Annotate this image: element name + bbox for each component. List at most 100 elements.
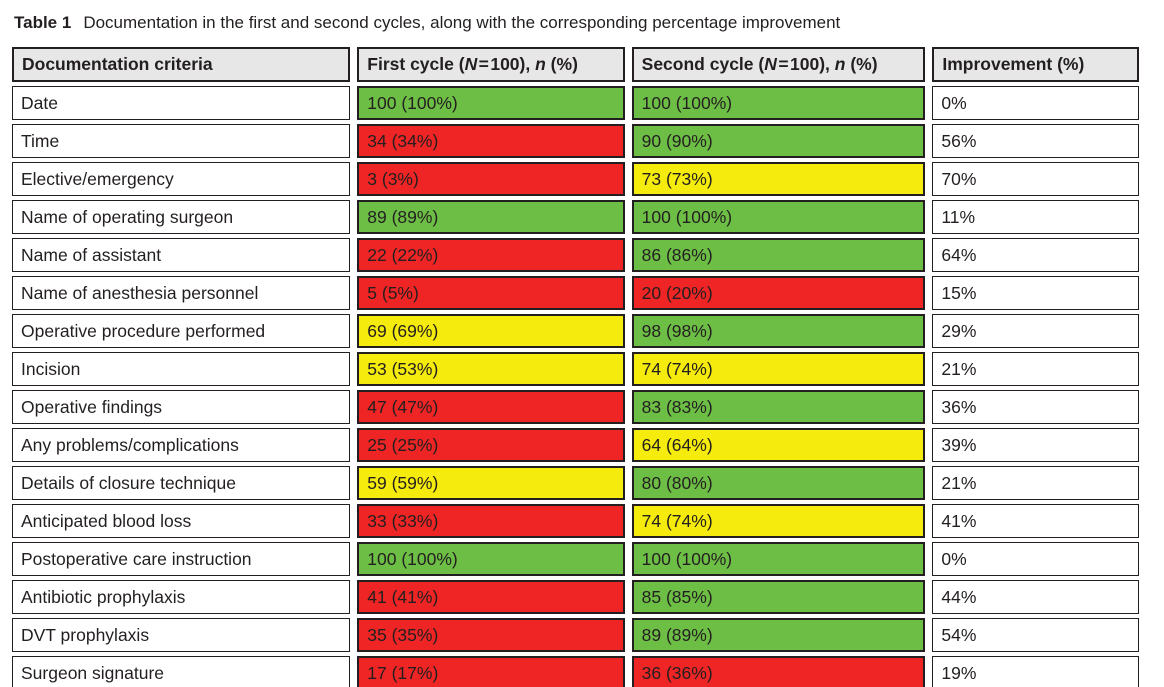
second-cycle-cell: 90 (90%) — [631, 124, 926, 159]
criteria-cell: Name of assistant — [12, 238, 351, 273]
table-row: Name of operating surgeon 89 (89%) 100 (… — [12, 200, 1139, 235]
table-row: Elective/emergency 3 (3%) 73 (73%) 70% — [12, 162, 1139, 197]
table-row: Surgeon signature 17 (17%) 36 (36%) 19% — [12, 656, 1139, 687]
table-row: Antibiotic prophylaxis 41 (41%) 85 (85%)… — [12, 580, 1139, 615]
table-row: DVT prophylaxis 35 (35%) 89 (89%) 54% — [12, 618, 1139, 653]
criteria-cell: Date — [12, 86, 351, 121]
second-cycle-cell: 85 (85%) — [631, 580, 926, 615]
table-row: Postoperative care instruction 100 (100%… — [12, 542, 1139, 577]
second-cycle-cell: 100 (100%) — [631, 542, 926, 577]
column-header-improvement: Improvement (%) — [932, 47, 1139, 83]
second-cycle-cell: 74 (74%) — [631, 352, 926, 387]
column-header-second-cycle: Second cycle (N = 100), n (%) — [631, 47, 926, 83]
header-italic-n: n — [834, 54, 846, 75]
improvement-cell: 54% — [932, 618, 1139, 653]
header-text-part: (%) — [845, 54, 878, 75]
improvement-cell: 41% — [932, 504, 1139, 539]
improvement-cell: 0% — [932, 86, 1139, 121]
first-cycle-cell: 100 (100%) — [357, 542, 625, 577]
table-row: Incision 53 (53%) 74 (74%) 21% — [12, 352, 1139, 387]
header-text-part: = 100), — [477, 54, 536, 75]
table-row: Anticipated blood loss 33 (33%) 74 (74%)… — [12, 504, 1139, 539]
table-row: Any problems/complications 25 (25%) 64 (… — [12, 428, 1139, 463]
table-row: Name of assistant 22 (22%) 86 (86%) 64% — [12, 238, 1139, 273]
documentation-table: Documentation criteria First cycle (N = … — [5, 43, 1146, 687]
criteria-cell: Time — [12, 124, 351, 159]
criteria-cell: Postoperative care instruction — [12, 542, 351, 577]
second-cycle-cell: 20 (20%) — [631, 276, 926, 311]
second-cycle-cell: 83 (83%) — [631, 390, 926, 425]
first-cycle-cell: 22 (22%) — [357, 238, 625, 273]
second-cycle-cell: 100 (100%) — [631, 200, 926, 235]
first-cycle-cell: 25 (25%) — [357, 428, 625, 463]
improvement-cell: 56% — [932, 124, 1139, 159]
table-body: Date 100 (100%) 100 (100%) 0% Time 34 (3… — [12, 86, 1139, 687]
criteria-cell: DVT prophylaxis — [12, 618, 351, 653]
header-text-part: (%) — [545, 54, 578, 75]
table-row: Operative findings 47 (47%) 83 (83%) 36% — [12, 390, 1139, 425]
second-cycle-cell: 36 (36%) — [631, 656, 926, 687]
criteria-cell: Operative findings — [12, 390, 351, 425]
first-cycle-cell: 59 (59%) — [357, 466, 625, 501]
table-row: Name of anesthesia personnel 5 (5%) 20 (… — [12, 276, 1139, 311]
improvement-cell: 36% — [932, 390, 1139, 425]
first-cycle-cell: 53 (53%) — [357, 352, 625, 387]
improvement-cell: 29% — [932, 314, 1139, 349]
first-cycle-cell: 17 (17%) — [357, 656, 625, 687]
column-header-criteria: Documentation criteria — [12, 47, 351, 83]
criteria-cell: Anticipated blood loss — [12, 504, 351, 539]
first-cycle-cell: 33 (33%) — [357, 504, 625, 539]
header-italic-N: N — [464, 54, 478, 75]
first-cycle-cell: 3 (3%) — [357, 162, 625, 197]
table-caption-text: Documentation in the first and second cy… — [83, 13, 841, 32]
table-row: Details of closure technique 59 (59%) 80… — [12, 466, 1139, 501]
improvement-cell: 70% — [932, 162, 1139, 197]
improvement-cell: 0% — [932, 542, 1139, 577]
criteria-cell: Name of anesthesia personnel — [12, 276, 351, 311]
improvement-cell: 11% — [932, 200, 1139, 235]
header-text-part: Second cycle ( — [641, 54, 765, 75]
improvement-cell: 15% — [932, 276, 1139, 311]
second-cycle-cell: 89 (89%) — [631, 618, 926, 653]
improvement-cell: 44% — [932, 580, 1139, 615]
first-cycle-cell: 34 (34%) — [357, 124, 625, 159]
criteria-cell: Surgeon signature — [12, 656, 351, 687]
second-cycle-cell: 74 (74%) — [631, 504, 926, 539]
column-header-first-cycle: First cycle (N = 100), n (%) — [357, 47, 625, 83]
criteria-cell: Antibiotic prophylaxis — [12, 580, 351, 615]
improvement-cell: 21% — [932, 466, 1139, 501]
header-row: Documentation criteria First cycle (N = … — [12, 47, 1139, 83]
criteria-cell: Name of operating surgeon — [12, 200, 351, 235]
second-cycle-cell: 86 (86%) — [631, 238, 926, 273]
first-cycle-cell: 5 (5%) — [357, 276, 625, 311]
table-caption-label: Table 1 — [14, 13, 72, 32]
table-caption: Table 1 Documentation in the first and se… — [14, 12, 1152, 34]
table-row: Date 100 (100%) 100 (100%) 0% — [12, 86, 1139, 121]
criteria-cell: Any problems/complications — [12, 428, 351, 463]
second-cycle-cell: 98 (98%) — [631, 314, 926, 349]
improvement-cell: 64% — [932, 238, 1139, 273]
criteria-cell: Details of closure technique — [12, 466, 351, 501]
header-text-part: First cycle ( — [367, 54, 465, 75]
improvement-cell: 21% — [932, 352, 1139, 387]
header-text-part: = 100), — [776, 54, 835, 75]
second-cycle-cell: 100 (100%) — [631, 86, 926, 121]
criteria-cell: Elective/emergency — [12, 162, 351, 197]
header-italic-N: N — [764, 54, 777, 75]
first-cycle-cell: 69 (69%) — [357, 314, 625, 349]
header-italic-n: n — [535, 54, 546, 75]
second-cycle-cell: 64 (64%) — [631, 428, 926, 463]
first-cycle-cell: 35 (35%) — [357, 618, 625, 653]
first-cycle-cell: 47 (47%) — [357, 390, 625, 425]
first-cycle-cell: 41 (41%) — [357, 580, 625, 615]
second-cycle-cell: 80 (80%) — [631, 466, 926, 501]
table-row: Operative procedure performed 69 (69%) 9… — [12, 314, 1139, 349]
table-row: Time 34 (34%) 90 (90%) 56% — [12, 124, 1139, 159]
second-cycle-cell: 73 (73%) — [631, 162, 926, 197]
criteria-cell: Incision — [12, 352, 351, 387]
first-cycle-cell: 89 (89%) — [357, 200, 625, 235]
improvement-cell: 39% — [932, 428, 1139, 463]
improvement-cell: 19% — [932, 656, 1139, 687]
first-cycle-cell: 100 (100%) — [357, 86, 625, 121]
